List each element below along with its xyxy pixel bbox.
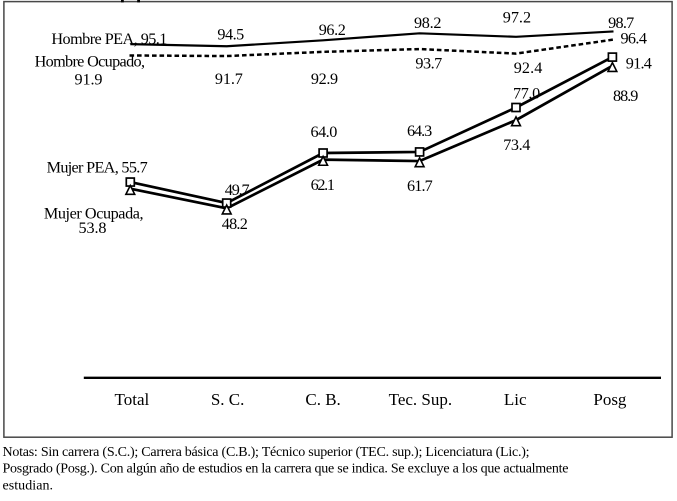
svg-text:Total: Total bbox=[115, 390, 150, 409]
svg-text:98.2: 98.2 bbox=[414, 14, 442, 32]
svg-text:73.4: 73.4 bbox=[503, 136, 530, 154]
svg-text:94.5: 94.5 bbox=[217, 25, 244, 43]
svg-text:91.4: 91.4 bbox=[626, 54, 652, 72]
svg-text:96.2: 96.2 bbox=[319, 21, 346, 39]
svg-text:49.7: 49.7 bbox=[225, 181, 250, 199]
svg-text:91.9: 91.9 bbox=[75, 71, 103, 89]
svg-text:Posg: Posg bbox=[593, 390, 627, 409]
svg-text:Hombre Ocupado,: Hombre Ocupado, bbox=[35, 53, 145, 71]
svg-text:Mujer Ocupada,: Mujer Ocupada, bbox=[44, 205, 144, 223]
svg-text:92.9: 92.9 bbox=[311, 70, 338, 88]
svg-text:62.1: 62.1 bbox=[311, 176, 335, 194]
svg-text:64.3: 64.3 bbox=[407, 122, 432, 140]
svg-text:Tec. Sup.: Tec. Sup. bbox=[389, 390, 453, 409]
svg-text:Mujer PEA, 55.7: Mujer PEA, 55.7 bbox=[47, 158, 148, 176]
svg-text:91.7: 91.7 bbox=[215, 70, 243, 88]
svg-text:Hombre PEA, 95.1: Hombre PEA, 95.1 bbox=[51, 30, 167, 48]
svg-text:Notas: Sin carrera (S.C.); Car: Notas: Sin carrera (S.C.); Carrera básic… bbox=[3, 445, 530, 460]
svg-text:96.4: 96.4 bbox=[620, 30, 647, 48]
svg-text:93.7: 93.7 bbox=[415, 54, 442, 72]
svg-text:64.0: 64.0 bbox=[311, 123, 338, 141]
svg-text:88.9: 88.9 bbox=[613, 87, 638, 105]
svg-text:61.7: 61.7 bbox=[407, 177, 433, 195]
svg-text:77.0: 77.0 bbox=[513, 84, 540, 102]
svg-text:C. B.: C. B. bbox=[305, 390, 340, 409]
svg-text:53.8: 53.8 bbox=[79, 219, 107, 237]
svg-text:estudian.: estudian. bbox=[3, 478, 54, 493]
svg-text:48.2: 48.2 bbox=[222, 215, 248, 233]
svg-text:97.2: 97.2 bbox=[503, 8, 531, 26]
svg-text:92.4: 92.4 bbox=[514, 59, 543, 77]
svg-text:S. C.: S. C. bbox=[211, 390, 245, 409]
svg-text:Lic: Lic bbox=[504, 390, 527, 409]
svg-text:Posgrado (Posg.). Con algún añ: Posgrado (Posg.). Con algún año de estud… bbox=[3, 462, 569, 477]
svg-text:98.7: 98.7 bbox=[608, 14, 634, 32]
